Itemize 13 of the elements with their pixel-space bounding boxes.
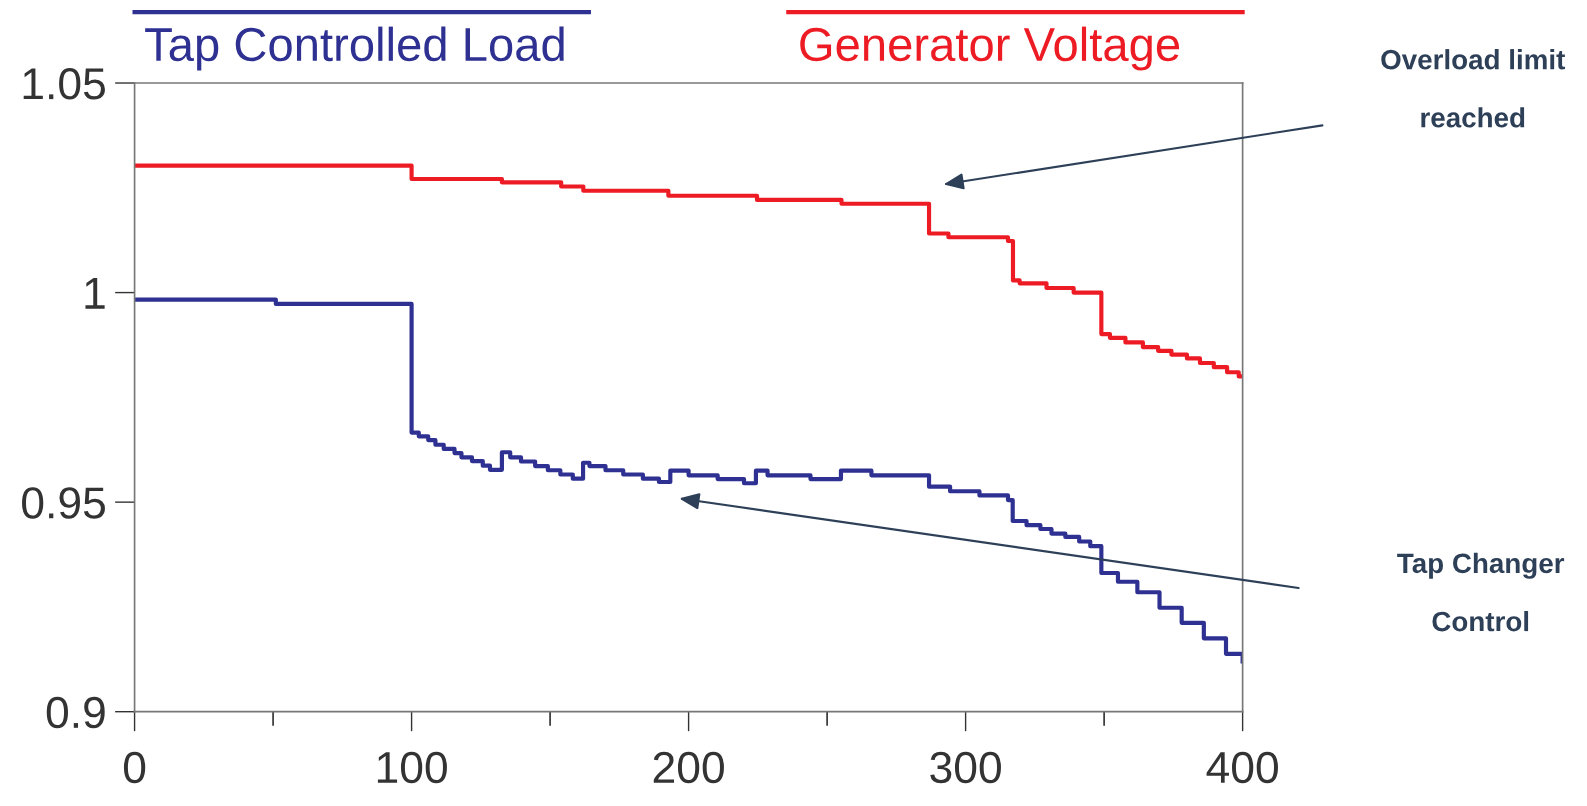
text: Tap Controlled Load [145,26,564,71]
x-tick-label: 400 [1206,751,1278,784]
y-tick-label: 0.9 [46,696,105,729]
text: Tap Changer Control [1397,552,1565,632]
y-tick-label: 0.95 [22,487,105,519]
x-tick-label: 0 [123,751,146,784]
y-tick-label: 1 [85,278,105,309]
x-tick-label: 300 [930,751,1001,784]
x-tick-label: 200 [653,751,724,784]
text: Generator Voltage [800,26,1180,71]
x-tick-label: 100 [377,751,447,784]
y-tick-label: 1.05 [23,68,105,100]
text: Overload limit reached [1381,49,1566,128]
